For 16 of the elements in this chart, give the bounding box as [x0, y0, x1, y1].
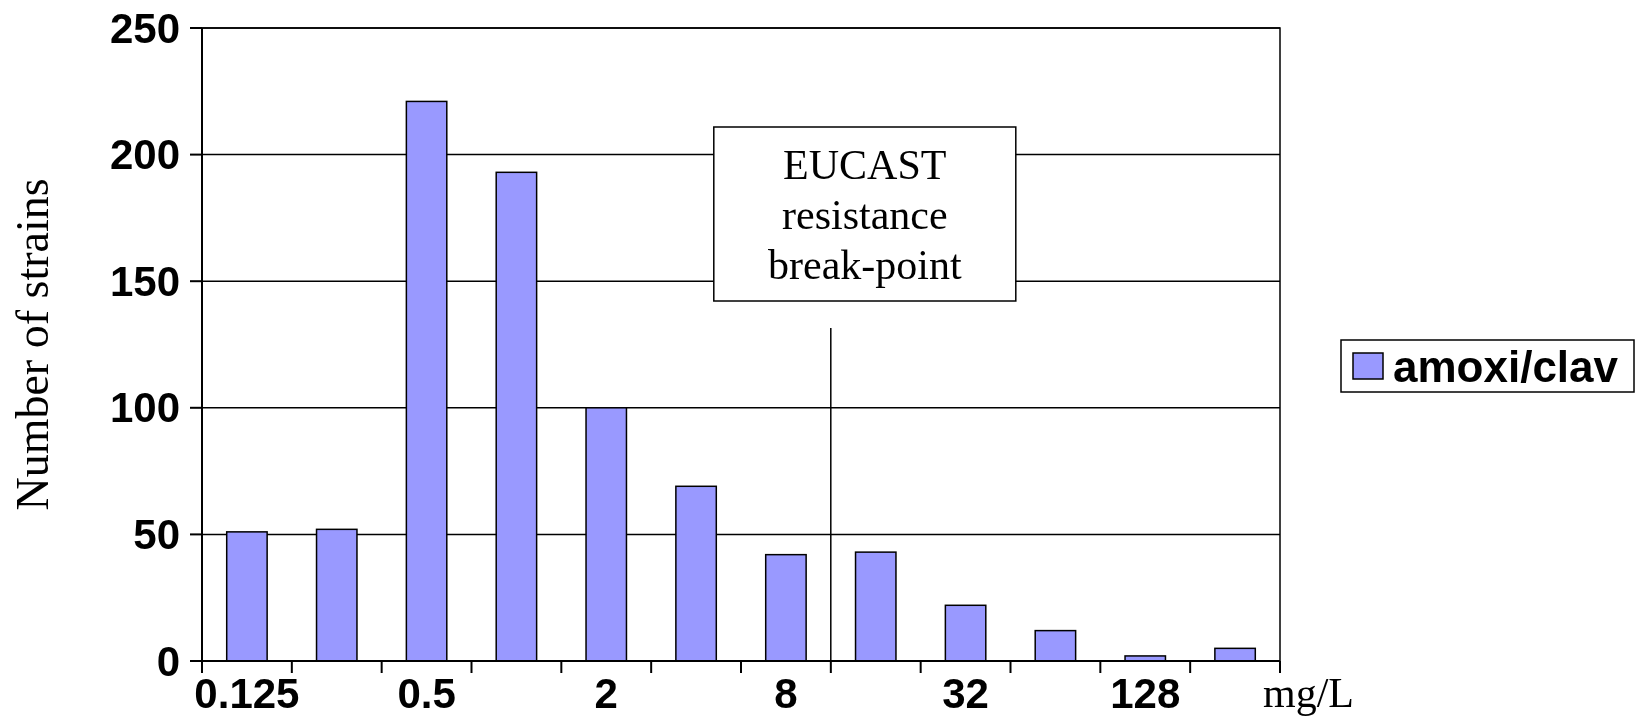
y-tick-label: 100	[109, 384, 180, 432]
annotation: EUCAST resistance break-point	[768, 142, 962, 288]
y-axis-title: Number of strains	[6, 178, 58, 511]
x-tick-label: 128	[1110, 670, 1181, 717]
y-tick-label: 50	[133, 510, 180, 558]
y-tick-label: 250	[109, 4, 180, 52]
x-tick-label: 0.5	[397, 670, 456, 717]
y-tick-label: 0	[156, 637, 180, 685]
x-tick-label: 2	[594, 670, 618, 717]
x-axis-title: mg/L	[1263, 670, 1354, 716]
x-tick-label: 0.125	[194, 670, 300, 717]
legend-label: amoxi/clav	[1393, 341, 1619, 391]
y-tick-label: 150	[109, 257, 180, 305]
y-tick-label: 200	[109, 131, 180, 179]
x-tick-label: 8	[774, 670, 798, 717]
x-tick-label: 32	[942, 670, 989, 717]
